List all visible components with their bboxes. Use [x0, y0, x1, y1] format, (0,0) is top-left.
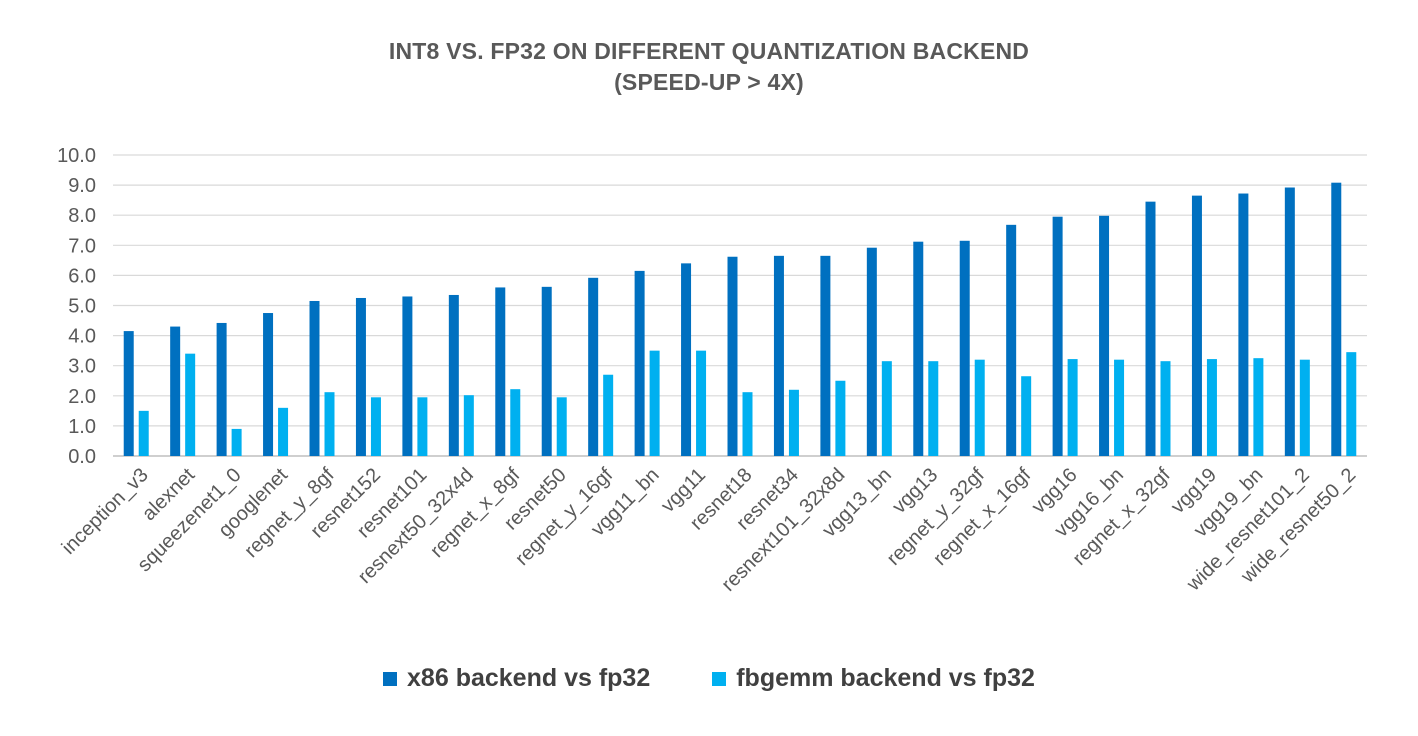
bar-x86 — [1191, 195, 1202, 456]
bar-x86 — [866, 247, 877, 456]
bar-x86 — [355, 297, 366, 456]
bar-x86 — [959, 240, 970, 456]
bar-x86 — [1099, 215, 1110, 456]
bar-fbgemm — [1067, 359, 1078, 456]
bar-x86 — [263, 313, 274, 456]
y-tick-label: 8.0 — [68, 205, 96, 227]
bar-x86 — [1238, 193, 1249, 456]
y-tick-label: 1.0 — [68, 416, 96, 438]
bar-fbgemm — [1114, 359, 1125, 456]
bar-x86 — [1284, 187, 1295, 456]
bar-fbgemm — [835, 380, 846, 456]
bar-fbgemm — [324, 392, 335, 456]
y-tick-label: 10.0 — [57, 145, 96, 167]
chart-title-block: INT8 VS. FP32 ON DIFFERENT QUANTIZATION … — [0, 36, 1418, 98]
bar-fbgemm — [649, 350, 660, 456]
chart-subtitle: (SPEED-UP > 4X) — [614, 69, 804, 95]
bar-x86 — [216, 322, 227, 456]
y-tick-label: 9.0 — [68, 175, 96, 197]
bar-x86 — [309, 300, 320, 456]
bar-x86 — [170, 326, 181, 456]
legend-label-x86: x86 backend vs fp32 — [407, 664, 651, 692]
bar-fbgemm — [231, 428, 242, 456]
bar-fbgemm — [463, 395, 474, 456]
bar-fbgemm — [788, 389, 799, 456]
bar-fbgemm — [556, 397, 567, 456]
bar-x86 — [541, 286, 552, 456]
bar-x86 — [495, 287, 506, 456]
y-tick-label: 6.0 — [68, 265, 96, 287]
y-tick-label: 0.0 — [68, 446, 96, 468]
legend-item-fbgemm: fbgemm backend vs fp32 — [712, 664, 1035, 693]
legend-item-x86: x86 backend vs fp32 — [383, 664, 650, 693]
bar-x86 — [588, 277, 599, 456]
bar-fbgemm — [1346, 352, 1357, 456]
bar-fbgemm — [417, 397, 428, 456]
bar-fbgemm — [185, 353, 196, 456]
bar-fbgemm — [696, 350, 707, 456]
y-tick-label: 2.0 — [68, 386, 96, 408]
bar-x86 — [448, 294, 459, 456]
bar-x86 — [913, 241, 924, 456]
bar-fbgemm — [370, 397, 381, 456]
bar-x86 — [402, 296, 413, 456]
legend-label-fbgemm: fbgemm backend vs fp32 — [736, 664, 1035, 692]
bar-x86 — [1052, 216, 1063, 456]
bar-fbgemm — [928, 361, 939, 456]
bar-x86 — [1006, 224, 1017, 456]
bar-x86 — [1145, 201, 1156, 456]
legend: x86 backend vs fp32 fbgemm backend vs fp… — [0, 664, 1418, 693]
bar-fbgemm — [974, 359, 985, 456]
bar-fbgemm — [881, 361, 892, 456]
y-tick-label: 3.0 — [68, 356, 96, 378]
bar-fbgemm — [1299, 359, 1310, 456]
y-tick-label: 5.0 — [68, 296, 96, 318]
y-tick-label: 4.0 — [68, 326, 96, 348]
bar-fbgemm — [1206, 359, 1217, 456]
bar-x86 — [1331, 182, 1342, 456]
bar-fbgemm — [1160, 361, 1171, 456]
bar-fbgemm — [742, 392, 753, 456]
legend-swatch-x86 — [383, 671, 398, 686]
bar-x86 — [820, 255, 831, 456]
bar-x86 — [681, 263, 692, 456]
bar-fbgemm — [1253, 358, 1264, 456]
legend-swatch-fbgemm — [712, 671, 727, 686]
bar-x86 — [634, 270, 645, 456]
y-tick-label: 7.0 — [68, 235, 96, 257]
bar-fbgemm — [138, 410, 149, 456]
chart-title: INT8 VS. FP32 ON DIFFERENT QUANTIZATION … — [388, 38, 1030, 64]
bar-fbgemm — [1021, 376, 1032, 456]
bar-fbgemm — [510, 389, 521, 456]
bar-fbgemm — [278, 407, 289, 456]
bar-x86 — [727, 256, 738, 456]
bar-x86 — [773, 255, 784, 456]
bar-fbgemm — [603, 374, 614, 456]
bar-x86 — [123, 331, 134, 456]
